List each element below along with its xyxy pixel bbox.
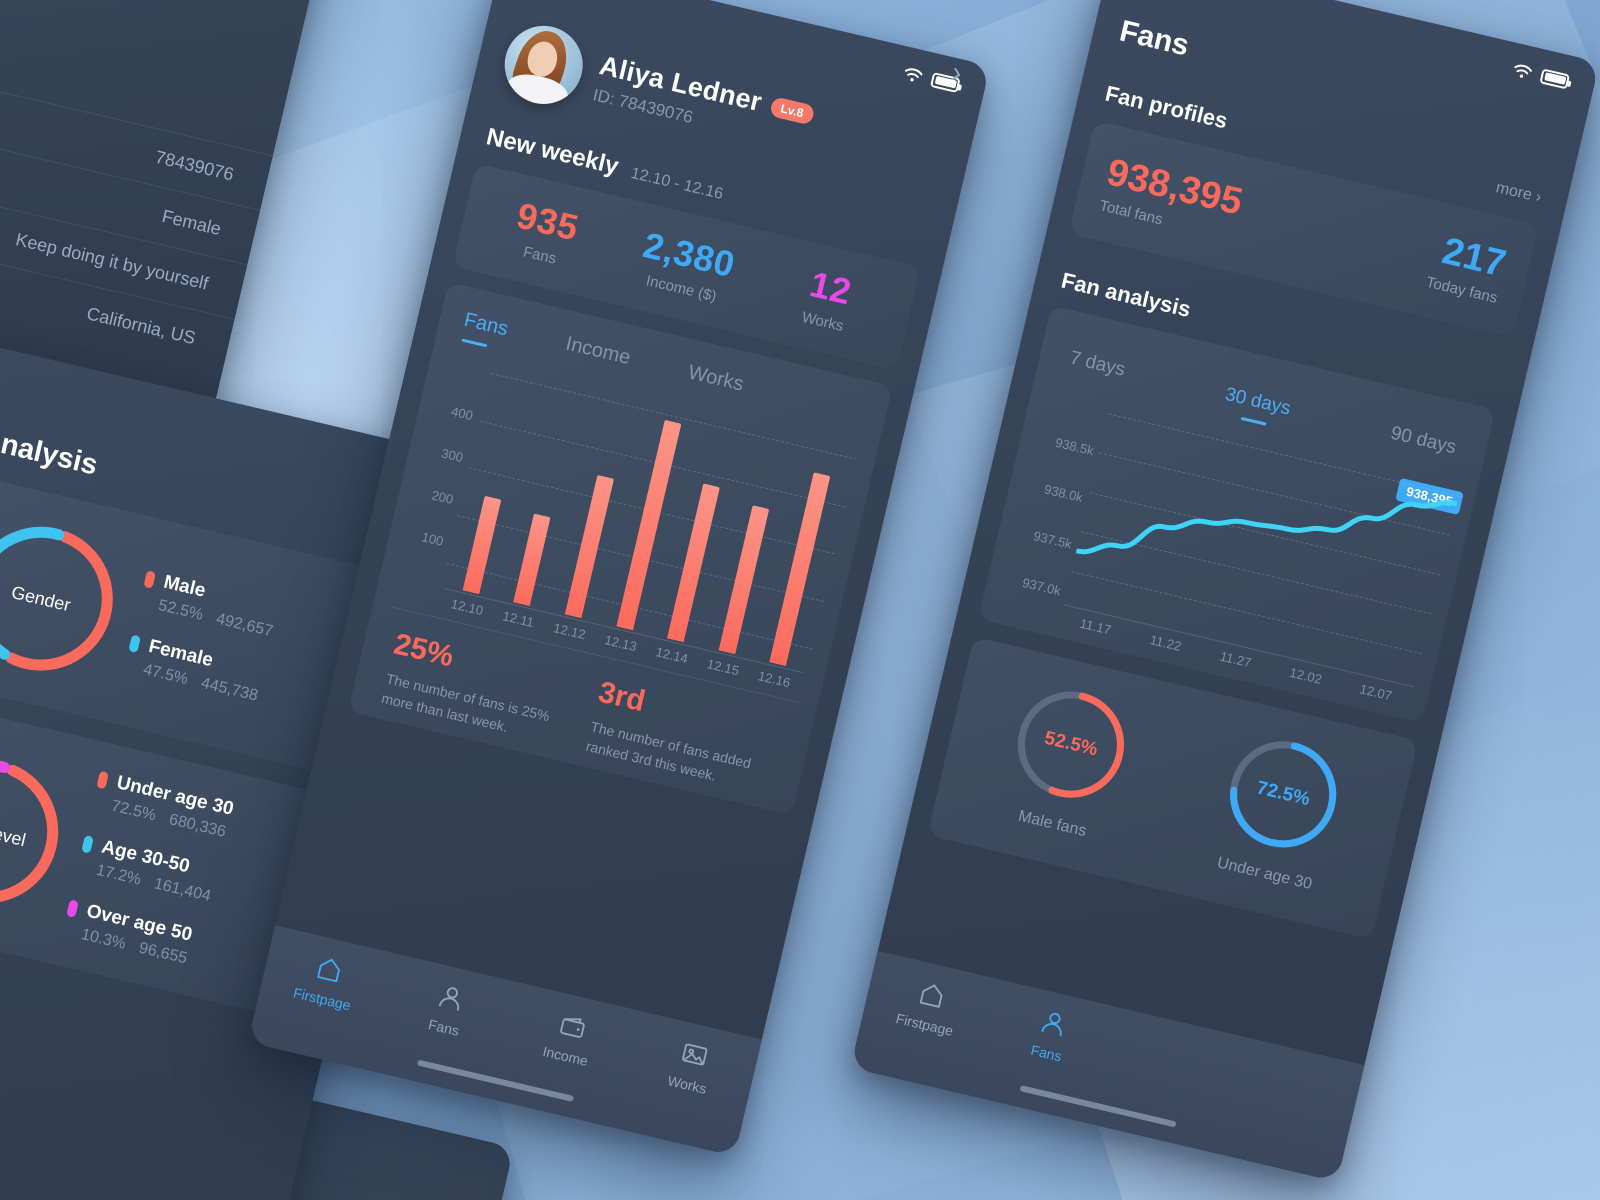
stat-income[interactable]: 2,380 Income ($) — [609, 218, 765, 313]
legend-swatch-under30 — [96, 770, 110, 789]
home-icon — [912, 975, 950, 1013]
stat-fans[interactable]: 935 Fans — [467, 185, 623, 280]
image-icon — [675, 1035, 713, 1073]
x-tick-label: 11.17 — [1078, 615, 1113, 638]
x-tick-label: 11.22 — [1148, 632, 1183, 654]
y-tick-label: 937.5k — [1031, 528, 1074, 553]
tab-30-days[interactable]: 30 days — [1221, 384, 1293, 430]
person-icon — [1034, 1004, 1072, 1042]
person-icon — [432, 978, 470, 1016]
line-chart: 938,395 937.0k 937.5k 938.0k 938.5k 11.17 11… — [996, 391, 1464, 712]
gender-donut-chart: Gender — [0, 504, 136, 694]
profile-detail-card: 78439076 Female Keep doing it by yoursel… — [0, 0, 340, 417]
tab-firstpage[interactable]: Firstpage — [862, 965, 996, 1047]
fans-chart-card: Fans Income Works 100 200 300 400 12.10 12.1… — [348, 281, 893, 815]
tab-firstpage[interactable]: Firstpage — [259, 939, 393, 1021]
legend-swatch-female — [128, 633, 142, 653]
tab-income[interactable]: Income — [563, 332, 633, 370]
y-tick-label: 200 — [430, 487, 455, 507]
status-bar: 9:41 — [495, 0, 990, 101]
line-chart-series — [1064, 406, 1461, 685]
tab-7-days[interactable]: 7 days — [1067, 347, 1128, 381]
age-donut-center-label: Age Level — [0, 812, 28, 850]
home-indicator — [416, 1059, 575, 1102]
home-indicator — [1019, 1085, 1177, 1128]
battery-icon — [1539, 67, 1571, 89]
tab-fans[interactable]: Fans — [459, 309, 510, 351]
bottom-tab-bar: Firstpage Fans — [850, 950, 1365, 1182]
today-fans-stat: 217 Today fans — [1296, 198, 1509, 307]
tab-works[interactable]: Works — [624, 1025, 758, 1107]
tab-label: Fans — [1029, 1041, 1064, 1065]
bar — [513, 513, 551, 607]
stat-works[interactable]: 12 Works — [750, 251, 906, 346]
tab-fans[interactable]: Fans — [381, 967, 515, 1049]
status-bar: 9:41 — [1105, 0, 1600, 97]
info-value: 78439076 — [153, 146, 236, 185]
home-screen: 9:41 › Aliya Ledner Lv.8 — [247, 0, 991, 1157]
y-tick-label: 300 — [440, 445, 465, 465]
info-value: California, US — [84, 303, 198, 349]
age-donut-chart: Age Level — [0, 736, 81, 926]
gender-donut-center-label: Gender — [9, 581, 73, 615]
male-fans-donut: 52.5% Male fans — [944, 662, 1190, 858]
fan-donuts-card: 52.5% Male fans 72.5% Under age 30 — [927, 636, 1418, 940]
info-value: Female — [160, 205, 224, 240]
tab-90-days[interactable]: 90 days — [1388, 422, 1459, 459]
tab-label: Income — [541, 1043, 590, 1070]
x-tick-label: 12.07 — [1358, 681, 1394, 704]
bar — [769, 472, 831, 667]
legend-swatch-30-50 — [81, 834, 95, 854]
home-icon — [310, 950, 348, 988]
donut-label: Under age 30 — [1215, 854, 1314, 894]
tab-fans[interactable]: Fans — [984, 993, 1118, 1075]
profile-info-list: 78439076 Female Keep doing it by yoursel… — [0, 48, 274, 374]
insight-rank: 3rd The number of fans added ranked 3rd … — [572, 673, 795, 801]
y-tick-label: 938.5k — [1053, 434, 1096, 459]
avatar[interactable] — [496, 18, 591, 112]
donut-value: 52.5% — [1042, 727, 1100, 761]
wifi-icon — [905, 67, 923, 81]
donut-label: Male fans — [1016, 807, 1089, 841]
tab-spacer-1 — [1118, 1022, 1240, 1051]
wallet-icon — [553, 1007, 591, 1045]
more-link[interactable]: more › — [1494, 179, 1544, 207]
donut-value: 72.5% — [1254, 777, 1312, 811]
y-tick-label: 400 — [449, 403, 475, 423]
tab-label: Works — [666, 1072, 709, 1097]
tab-income[interactable]: Income — [503, 996, 637, 1078]
legend-swatch-male — [143, 569, 157, 589]
under-age-30-donut: 72.5% Under age 30 — [1156, 712, 1402, 908]
x-tick-label: 11.27 — [1218, 648, 1253, 671]
level-badge: Lv.8 — [768, 95, 816, 125]
tab-label: Firstpage — [894, 1010, 955, 1040]
age-analysis-card: Age Level Under age 30 72.5% 680,336 Age… — [0, 697, 360, 1024]
tab-works[interactable]: Works — [685, 361, 746, 396]
y-tick-label: 100 — [420, 529, 445, 549]
wifi-icon — [1514, 64, 1533, 78]
gender-analysis-card: Gender Male 52.5% 492,657 Female 47.5% 4… — [0, 473, 413, 783]
date-range: 12.10 - 12.16 — [629, 164, 725, 203]
bottom-tab-bar: Firstpage Fans Income Works — [247, 925, 762, 1157]
tab-label: Firstpage — [291, 984, 353, 1014]
fans-screen: 9:41 Fans Fan profiles more › 938,395 To… — [850, 0, 1600, 1182]
total-fans-stat: 938,395 Total fans — [1098, 151, 1311, 260]
insight-growth: 25% The number of fans is 25% more than … — [368, 625, 591, 753]
tab-spacer-2 — [1240, 1050, 1362, 1079]
tab-label: Fans — [426, 1016, 461, 1039]
y-tick-label: 937.0k — [1020, 575, 1063, 599]
y-tick-label: 938.0k — [1042, 481, 1085, 506]
fan-analysis-card: 7 days 30 days 90 days 938,395 937.0k 937… — [978, 305, 1496, 724]
legend-swatch-over50 — [66, 898, 79, 918]
x-tick-label: 12.02 — [1288, 664, 1324, 687]
bar — [462, 495, 502, 595]
